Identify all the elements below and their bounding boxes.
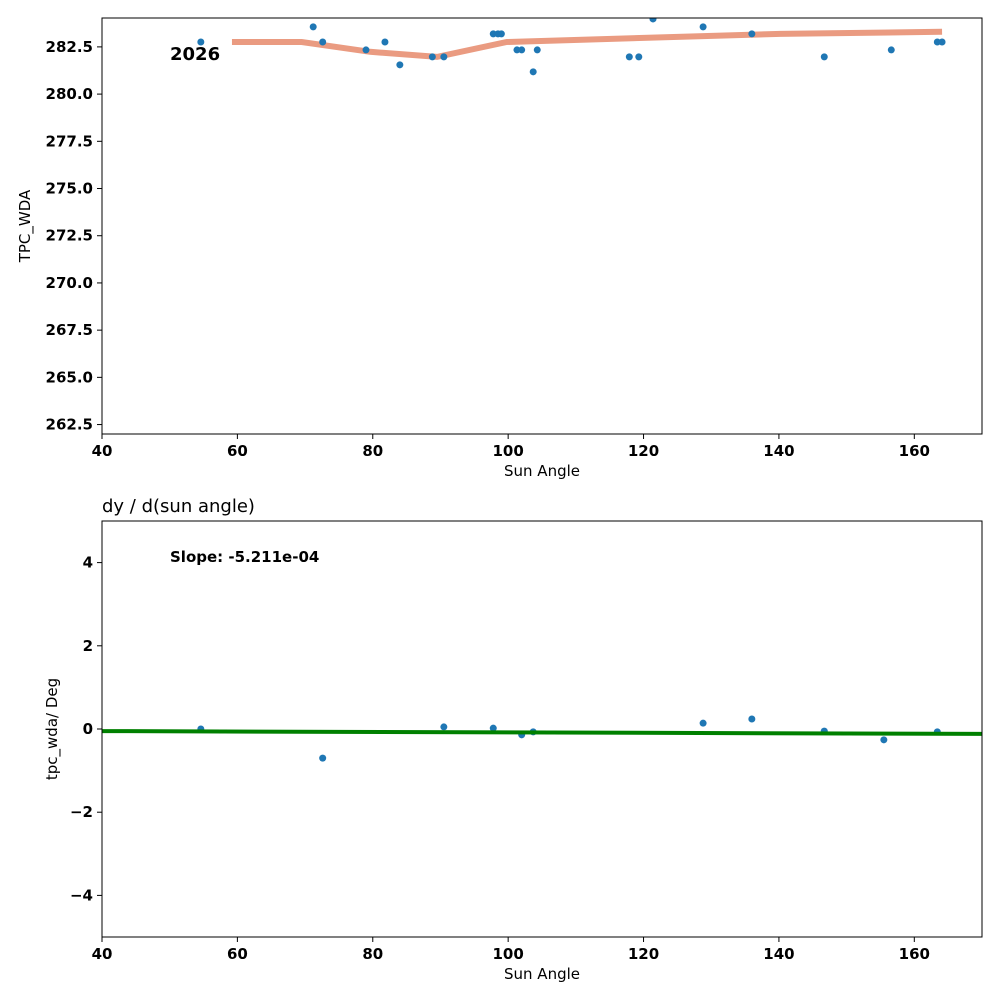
x-tick-label: 120 — [628, 442, 659, 460]
data-point — [381, 38, 389, 46]
x-tick-label: 100 — [492, 442, 523, 460]
x-tick-label: 60 — [227, 442, 248, 460]
trend-line — [231, 28, 943, 60]
data-point — [529, 68, 537, 76]
y-tick-label: 270.0 — [46, 274, 93, 292]
x-axis-label: Sun Angle — [504, 965, 580, 983]
data-point — [748, 715, 756, 723]
data-point — [319, 38, 327, 46]
data-point — [396, 61, 404, 69]
axes-frame — [101, 17, 983, 435]
chart-title: dy / d(sun angle) — [102, 496, 255, 517]
data-point — [197, 38, 205, 46]
y-tick-label: −4 — [70, 886, 93, 904]
x-tick-label: 60 — [227, 945, 248, 963]
data-point — [428, 53, 436, 61]
x-tick-label: 160 — [899, 945, 930, 963]
y-tick-label: 265.0 — [46, 368, 93, 386]
x-tick-label: 100 — [492, 945, 523, 963]
data-point — [518, 46, 526, 54]
data-point — [533, 46, 541, 54]
y-axis-label: tpc_wda/ Deg — [43, 678, 62, 780]
y-tick-label: −2 — [70, 803, 93, 821]
data-point — [440, 723, 448, 731]
plot-area — [197, 18, 946, 76]
data-point — [635, 53, 643, 61]
year-annotation: 2026 — [170, 44, 220, 65]
y-tick-label: 2 — [83, 637, 93, 655]
x-tick-label: 160 — [899, 442, 930, 460]
data-point — [489, 724, 497, 732]
y-tick-label: 4 — [83, 554, 93, 572]
y-tick-label: 282.5 — [46, 38, 93, 56]
data-point — [880, 736, 888, 744]
data-point — [820, 53, 828, 61]
data-point — [362, 46, 370, 54]
x-tick-label: 40 — [92, 442, 113, 460]
axes-frame — [101, 520, 983, 938]
x-tick-label: 80 — [362, 442, 383, 460]
x-tick-label: 40 — [92, 945, 113, 963]
data-point — [699, 23, 707, 31]
y-axis-label: TPC_WDA — [16, 189, 35, 263]
x-tick-label: 120 — [628, 945, 659, 963]
y-tick-label: 280.0 — [46, 85, 93, 103]
x-tick-label: 80 — [362, 945, 383, 963]
data-point — [649, 18, 657, 23]
plot-area — [102, 715, 982, 762]
data-point — [699, 719, 707, 727]
x-axis-label: Sun Angle — [504, 462, 580, 480]
data-point — [625, 53, 633, 61]
subplot-2: 40 60 80 100 120 140 160 −4 −2 0 2 4 Sun Angle tpc_wd… — [43, 496, 983, 983]
y-tick-label: 277.5 — [46, 132, 93, 150]
y-tick-label: 0 — [83, 720, 93, 738]
x-tick-label: 140 — [763, 945, 794, 963]
y-tick-label: 262.5 — [46, 416, 93, 434]
subplot-1: 40 60 80 100 120 140 160 262.5 265.0 267.5 270.0 27… — [16, 17, 983, 480]
y-tick-label: 267.5 — [46, 321, 93, 339]
data-point — [319, 754, 327, 762]
slope-annotation: Slope: -5.211e-04 — [170, 548, 319, 566]
data-point — [748, 30, 756, 38]
data-point — [938, 38, 946, 46]
data-point — [440, 53, 448, 61]
data-point — [497, 30, 505, 38]
y-tick-label: 272.5 — [46, 227, 93, 245]
fit-line — [102, 729, 982, 736]
data-point — [887, 46, 895, 54]
x-tick-label: 140 — [763, 442, 794, 460]
y-tick-label: 275.0 — [46, 180, 93, 198]
data-point — [309, 23, 317, 31]
